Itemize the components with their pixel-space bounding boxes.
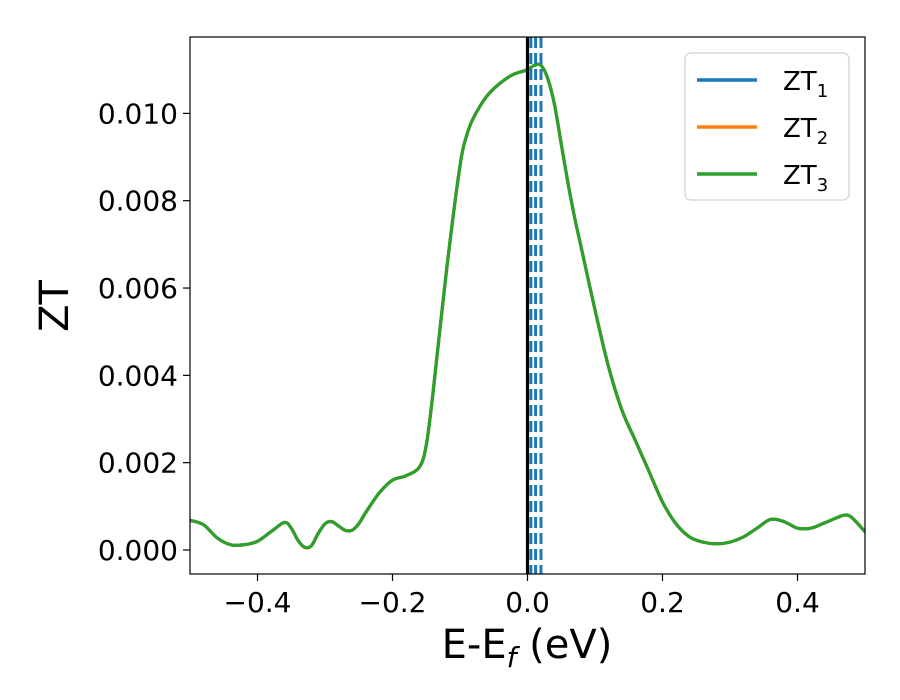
x-tick-label: 0.4 [775, 586, 820, 619]
x-tick-label: −0.2 [359, 586, 427, 619]
series-layer [190, 62, 865, 550]
y-axis-ticks: 0.000 0.002 0.004 0.006 0.008 0.010 [98, 97, 190, 567]
legend-box [684, 52, 850, 201]
y-tick-label: 0.008 [98, 185, 178, 218]
y-tick-label: 0.002 [98, 447, 178, 480]
reference-lines [525, 37, 543, 574]
legend-label-zt3: ZT3 [783, 161, 828, 196]
x-tick-label: −0.4 [224, 586, 292, 619]
legend-label-zt2: ZT2 [783, 114, 828, 149]
y-axis-title: ZT [32, 280, 78, 332]
series-line-zt3 [190, 62, 865, 550]
legend: ZT1 ZT2 ZT3 [684, 52, 850, 201]
x-tick-label: 0.2 [640, 586, 685, 619]
y-tick-label: 0.000 [98, 534, 178, 567]
x-axis-title: E-Ef (eV) [442, 622, 613, 674]
y-tick-label: 0.004 [98, 359, 178, 392]
x-axis-ticks: −0.4 −0.2 0.0 0.2 0.4 [224, 574, 820, 619]
y-tick-label: 0.006 [98, 272, 178, 305]
y-tick-label: 0.010 [98, 97, 178, 130]
legend-label-zt1: ZT1 [783, 67, 828, 102]
x-tick-label: 0.0 [505, 586, 550, 619]
